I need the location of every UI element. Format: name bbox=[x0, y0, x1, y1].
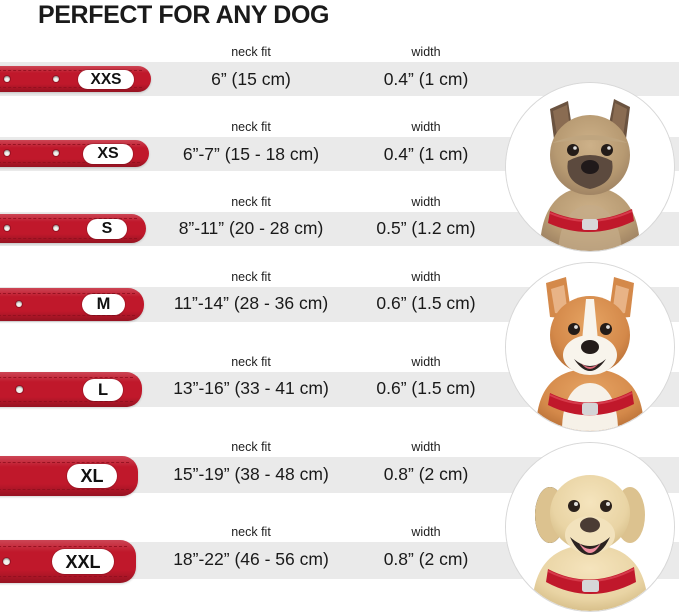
neck-fit-value: 6” (15 cm) bbox=[211, 69, 291, 89]
width-value: 0.5” (1.2 cm) bbox=[376, 218, 476, 238]
column-header-neck-fit: neck fit bbox=[231, 45, 271, 59]
neck-fit-value: 6”-7” (15 - 18 cm) bbox=[182, 144, 320, 164]
neck-fit-value: 15”-19” (38 - 48 cm) bbox=[173, 464, 329, 484]
size-badge-xxs: XXS bbox=[78, 70, 134, 89]
width-value: 0.8” (2 cm) bbox=[383, 549, 469, 569]
column-header-neck-fit: neck fit bbox=[231, 355, 271, 369]
size-label: M bbox=[96, 295, 111, 314]
column-header-width: width bbox=[411, 440, 441, 454]
labrador-retriever-photo bbox=[505, 442, 675, 612]
size-label: XXS bbox=[90, 70, 122, 88]
neck-fit-value: 18”-22” (46 - 56 cm) bbox=[173, 549, 329, 569]
collar-hole bbox=[53, 150, 59, 156]
collar-hole bbox=[4, 76, 10, 82]
column-header-neck-fit: neck fit bbox=[231, 195, 271, 209]
size-badge-xs: XS bbox=[83, 144, 133, 164]
size-badge-s: S bbox=[87, 219, 127, 239]
collar-strap-m: M bbox=[0, 288, 144, 321]
column-header-neck-fit: neck fit bbox=[231, 525, 271, 539]
neck-fit-value: 8”-11” (20 - 28 cm) bbox=[178, 218, 324, 238]
size-badge-xxl: XXL bbox=[52, 549, 114, 574]
collar-hole bbox=[4, 225, 10, 231]
collar-hole bbox=[3, 558, 10, 565]
column-header-neck-fit: neck fit bbox=[231, 120, 271, 134]
column-header-width: width bbox=[411, 120, 441, 134]
column-header-neck-fit: neck fit bbox=[231, 440, 271, 454]
size-badge-l: L bbox=[83, 379, 123, 401]
width-value: 0.4” (1 cm) bbox=[383, 69, 469, 89]
size-label: XXL bbox=[65, 551, 101, 572]
collar-hole bbox=[4, 150, 10, 156]
collar-strap-xs: XS bbox=[0, 140, 149, 167]
width-value: 0.6” (1.5 cm) bbox=[376, 378, 476, 398]
cairn-terrier-photo bbox=[505, 82, 675, 252]
collar-strap-xxs: XXS bbox=[0, 66, 151, 92]
size-label: XS bbox=[97, 145, 119, 162]
page-title: PERFECT FOR ANY DOG bbox=[38, 1, 330, 29]
width-value: 0.4” (1 cm) bbox=[383, 144, 469, 164]
neck-fit-value: 13”-16” (33 - 41 cm) bbox=[173, 378, 329, 398]
collar-hole bbox=[16, 301, 22, 307]
size-badge-m: M bbox=[82, 294, 125, 315]
width-value: 0.8” (2 cm) bbox=[383, 464, 469, 484]
collar-strap-l: L bbox=[0, 372, 142, 407]
collar-strap-s: S bbox=[0, 214, 146, 243]
column-header-width: width bbox=[411, 270, 441, 284]
size-label: L bbox=[97, 380, 109, 399]
column-header-width: width bbox=[411, 525, 441, 539]
collar-hole bbox=[53, 76, 59, 82]
collar-strap-xxl: XXL bbox=[0, 540, 136, 583]
neck-fit-value: 11”-14” (28 - 36 cm) bbox=[173, 293, 329, 313]
column-header-neck-fit: neck fit bbox=[231, 270, 271, 284]
corgi-photo bbox=[505, 262, 675, 432]
collar-strap-xl: XL bbox=[0, 456, 138, 496]
collar-hole bbox=[16, 386, 23, 393]
size-badge-xl: XL bbox=[67, 464, 117, 488]
column-header-width: width bbox=[411, 45, 441, 59]
size-label: XL bbox=[80, 466, 104, 486]
size-label: S bbox=[101, 220, 113, 237]
collar-hole bbox=[53, 225, 59, 231]
column-header-width: width bbox=[411, 355, 441, 369]
column-header-width: width bbox=[411, 195, 441, 209]
width-value: 0.6” (1.5 cm) bbox=[376, 293, 476, 313]
